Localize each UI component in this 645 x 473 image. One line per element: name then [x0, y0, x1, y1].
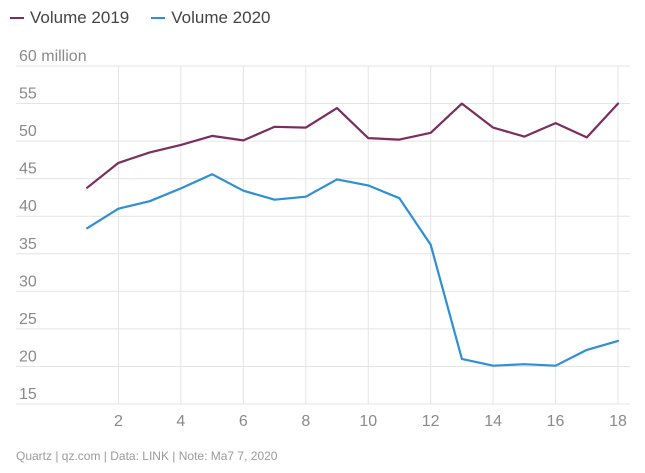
- legend-swatch-2019: [10, 17, 24, 19]
- series-lines: [86, 102, 620, 367]
- y-tick-label: 55: [19, 86, 37, 103]
- y-tick-label: 60 million: [19, 48, 87, 65]
- y-axis-ticks: 15 20 25 30 35 40 45 50 55 60 million: [19, 48, 87, 403]
- legend-swatch-2020: [151, 17, 166, 19]
- grid: [16, 65, 630, 405]
- legend-label-2019: Volume 2019: [30, 8, 130, 27]
- x-axis-ticks: 2 4 6 8 10 12 14 16 18: [114, 413, 627, 430]
- series-line-2019: [86, 102, 620, 189]
- y-tick-label: 50: [19, 123, 37, 140]
- x-tick-label: 2: [114, 413, 123, 430]
- y-tick-label: 30: [19, 273, 37, 290]
- x-tick-label: 18: [609, 413, 627, 430]
- legend: Volume 2019 Volume 2020: [10, 8, 271, 28]
- legend-item-2020: Volume 2020: [151, 8, 271, 28]
- x-tick-label: 8: [301, 413, 310, 430]
- x-tick-label: 14: [484, 413, 502, 430]
- x-tick-label: 10: [359, 413, 377, 430]
- y-tick-label: 35: [19, 236, 37, 253]
- source-note: Quartz | qz.com | Data: LINK | Note: Ma7…: [16, 449, 278, 463]
- x-tick-label: 4: [176, 413, 185, 430]
- legend-item-2019: Volume 2019: [10, 8, 129, 28]
- x-tick-label: 16: [547, 413, 565, 430]
- y-tick-label: 20: [19, 348, 37, 365]
- series-line-2020: [86, 173, 620, 367]
- y-tick-label: 45: [19, 161, 37, 178]
- x-tick-label: 12: [422, 413, 440, 430]
- y-tick-label: 15: [19, 386, 37, 403]
- x-tick-label: 6: [239, 413, 248, 430]
- y-tick-label: 40: [19, 198, 37, 215]
- legend-label-2020: Volume 2020: [171, 8, 271, 27]
- y-tick-label: 25: [19, 311, 37, 328]
